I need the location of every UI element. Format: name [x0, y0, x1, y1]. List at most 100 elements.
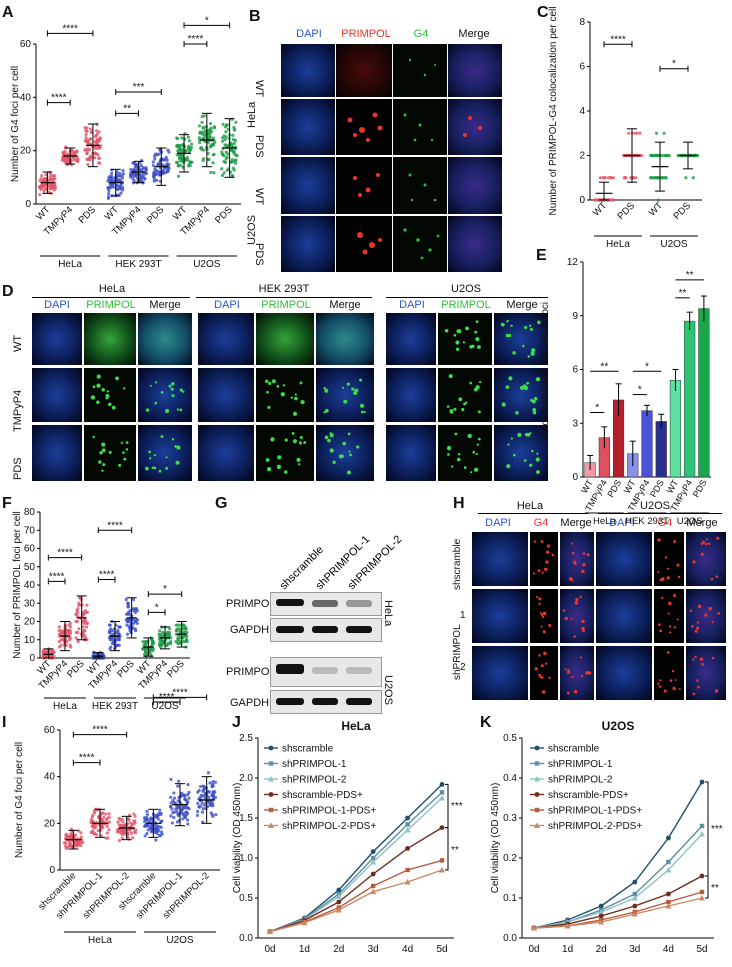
sig-label: *	[672, 59, 676, 70]
legend-marker	[534, 745, 540, 751]
data-point	[184, 810, 189, 814]
data-point	[622, 176, 626, 180]
data-point	[67, 623, 71, 627]
data-point	[650, 153, 654, 158]
series-point	[439, 858, 445, 863]
data-point	[196, 801, 200, 806]
data-point	[222, 160, 226, 164]
group-label: U2OS	[151, 701, 179, 712]
panel-letter-g: G	[215, 495, 228, 512]
data-point	[185, 801, 189, 805]
data-point	[131, 822, 135, 826]
data-point	[134, 618, 138, 622]
sig-bracket	[445, 783, 449, 829]
data-point	[158, 808, 162, 812]
data-point	[63, 157, 67, 161]
data-point	[209, 170, 213, 175]
sig-label: ****	[62, 23, 78, 34]
data-point	[639, 153, 644, 158]
series-point	[564, 923, 571, 929]
data-point	[139, 163, 143, 168]
data-point	[143, 177, 147, 181]
x-tick-label: 1d	[299, 944, 310, 955]
y-tick-label: 0	[572, 472, 578, 483]
data-point	[183, 804, 188, 808]
panel-d-hela-merge: Merge	[149, 299, 181, 311]
h-col-merge-2: Merge	[686, 517, 718, 529]
sig-label: *	[638, 385, 642, 396]
data-point	[175, 627, 179, 631]
data-point	[131, 598, 135, 602]
series-point	[699, 889, 705, 895]
data-point	[214, 813, 218, 817]
data-point	[153, 157, 157, 161]
data-point	[92, 809, 96, 813]
panel-d-hek-primpol: PRIMPOL	[261, 299, 311, 311]
data-point	[74, 630, 79, 635]
data-point	[77, 840, 81, 844]
data-point	[155, 153, 159, 157]
legend-label: shscramble	[548, 744, 600, 755]
data-point	[224, 123, 229, 127]
data-point	[64, 833, 68, 837]
y-tick-label: 0.0	[503, 933, 517, 944]
data-point	[83, 126, 87, 130]
data-point	[71, 155, 75, 160]
data-point	[165, 643, 169, 647]
chart-K: 0.0 0.1 0.2 0.3 0.4 0.5 Cell viability (OD 450…	[490, 719, 723, 955]
data-point	[602, 176, 606, 180]
group-label: HeLa	[593, 516, 616, 527]
x-tick-label: PDS	[616, 200, 638, 222]
data-point	[664, 153, 668, 158]
data-point	[143, 834, 147, 838]
data-point	[166, 634, 170, 638]
data-point	[609, 176, 613, 180]
data-point	[198, 131, 202, 135]
data-point	[49, 172, 53, 177]
data-point	[155, 178, 159, 183]
data-point	[201, 125, 205, 130]
data-point	[134, 629, 138, 633]
data-point	[103, 812, 108, 816]
data-point	[65, 159, 69, 163]
data-point	[102, 815, 106, 819]
series-point	[699, 895, 705, 901]
data-point	[141, 647, 146, 651]
x-tick-label: 2d	[596, 944, 607, 955]
panel-letter-j: J	[232, 714, 241, 731]
sig-label: ****	[188, 34, 204, 45]
y-axis-label: Cell viability (OD 450nm)	[232, 783, 243, 894]
data-point	[129, 171, 134, 176]
panel-d-group-hek: HEK 293T	[258, 283, 310, 295]
legend-marker	[268, 776, 274, 782]
chart-J: 0.0 0.5 1.0 1.5 2.0 2.5 Cell viability (OD 450…	[232, 719, 463, 955]
data-point	[186, 135, 190, 139]
sig-label: ****	[107, 520, 123, 531]
legend-marker	[268, 745, 274, 751]
data-point	[176, 149, 180, 153]
sig-label: **	[711, 883, 719, 894]
data-point	[74, 612, 78, 616]
data-point	[44, 172, 48, 177]
data-point	[69, 832, 73, 836]
data-point	[225, 168, 229, 172]
data-point	[211, 794, 216, 798]
x-tick-label: 2d	[333, 944, 344, 955]
data-point	[178, 641, 182, 646]
data-point	[119, 191, 123, 195]
data-point	[123, 823, 127, 827]
y-tick-label: 60	[24, 544, 36, 555]
data-point	[209, 811, 213, 815]
data-point	[89, 820, 93, 825]
data-point	[116, 820, 120, 824]
data-point	[201, 159, 205, 163]
data-point	[57, 634, 61, 638]
data-point	[151, 163, 155, 168]
data-point	[100, 811, 104, 815]
data-point	[662, 131, 666, 135]
sig-label: *	[645, 361, 649, 372]
data-point	[51, 649, 55, 653]
sig-label: *	[155, 602, 159, 613]
y-tick-label: 3	[572, 418, 578, 429]
